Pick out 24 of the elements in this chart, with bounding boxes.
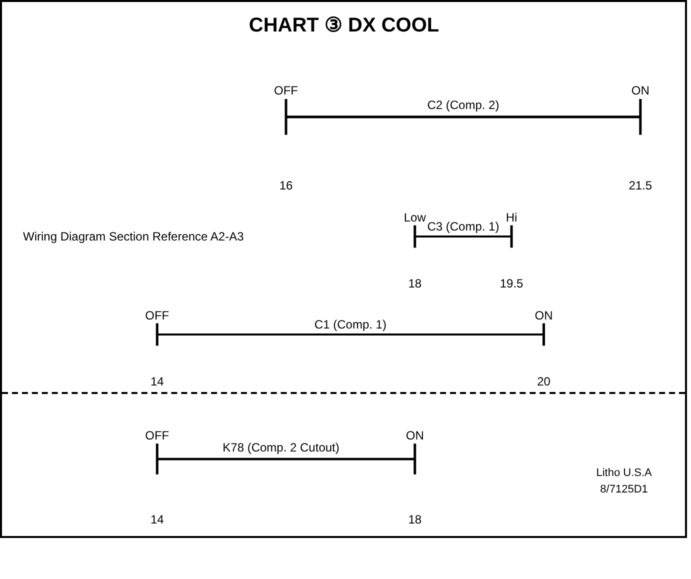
x-tick-label: 21.5 <box>628 178 652 192</box>
x-tick-label: 16 <box>279 178 294 192</box>
category-label: C1 (Comp. 1) <box>314 317 386 332</box>
category-label: C2 (Comp. 2) <box>427 98 500 112</box>
annotation: OFF <box>145 308 170 322</box>
annotation: ON <box>534 308 553 322</box>
annotation: ON <box>406 428 424 442</box>
annotation: Wiring Diagram Section Reference A2-A3 <box>22 230 244 244</box>
x-tick-label: 14 <box>150 374 164 388</box>
annotation: OFF <box>145 428 170 442</box>
annotation: OFF <box>274 84 298 98</box>
x-tick-label: 20 <box>537 374 551 388</box>
category-label: K78 (Comp. 2 Cutout) <box>222 440 340 455</box>
x-tick-label: 14 <box>150 512 164 526</box>
annotation: Hi <box>506 210 518 224</box>
annotation: 8/7125D1 <box>600 483 648 496</box>
x-tick-label: 19.5 <box>500 276 524 290</box>
x-tick-label: 18 <box>408 276 422 290</box>
category-label: C3 (Comp. 1) <box>427 219 500 234</box>
annotation: ON <box>631 84 650 98</box>
annotation: Low <box>404 210 426 224</box>
chart-title: CHART ③ DX COOL <box>248 14 440 36</box>
x-tick-label: 18 <box>408 512 422 526</box>
annotation: Litho U.S.A <box>596 466 653 479</box>
